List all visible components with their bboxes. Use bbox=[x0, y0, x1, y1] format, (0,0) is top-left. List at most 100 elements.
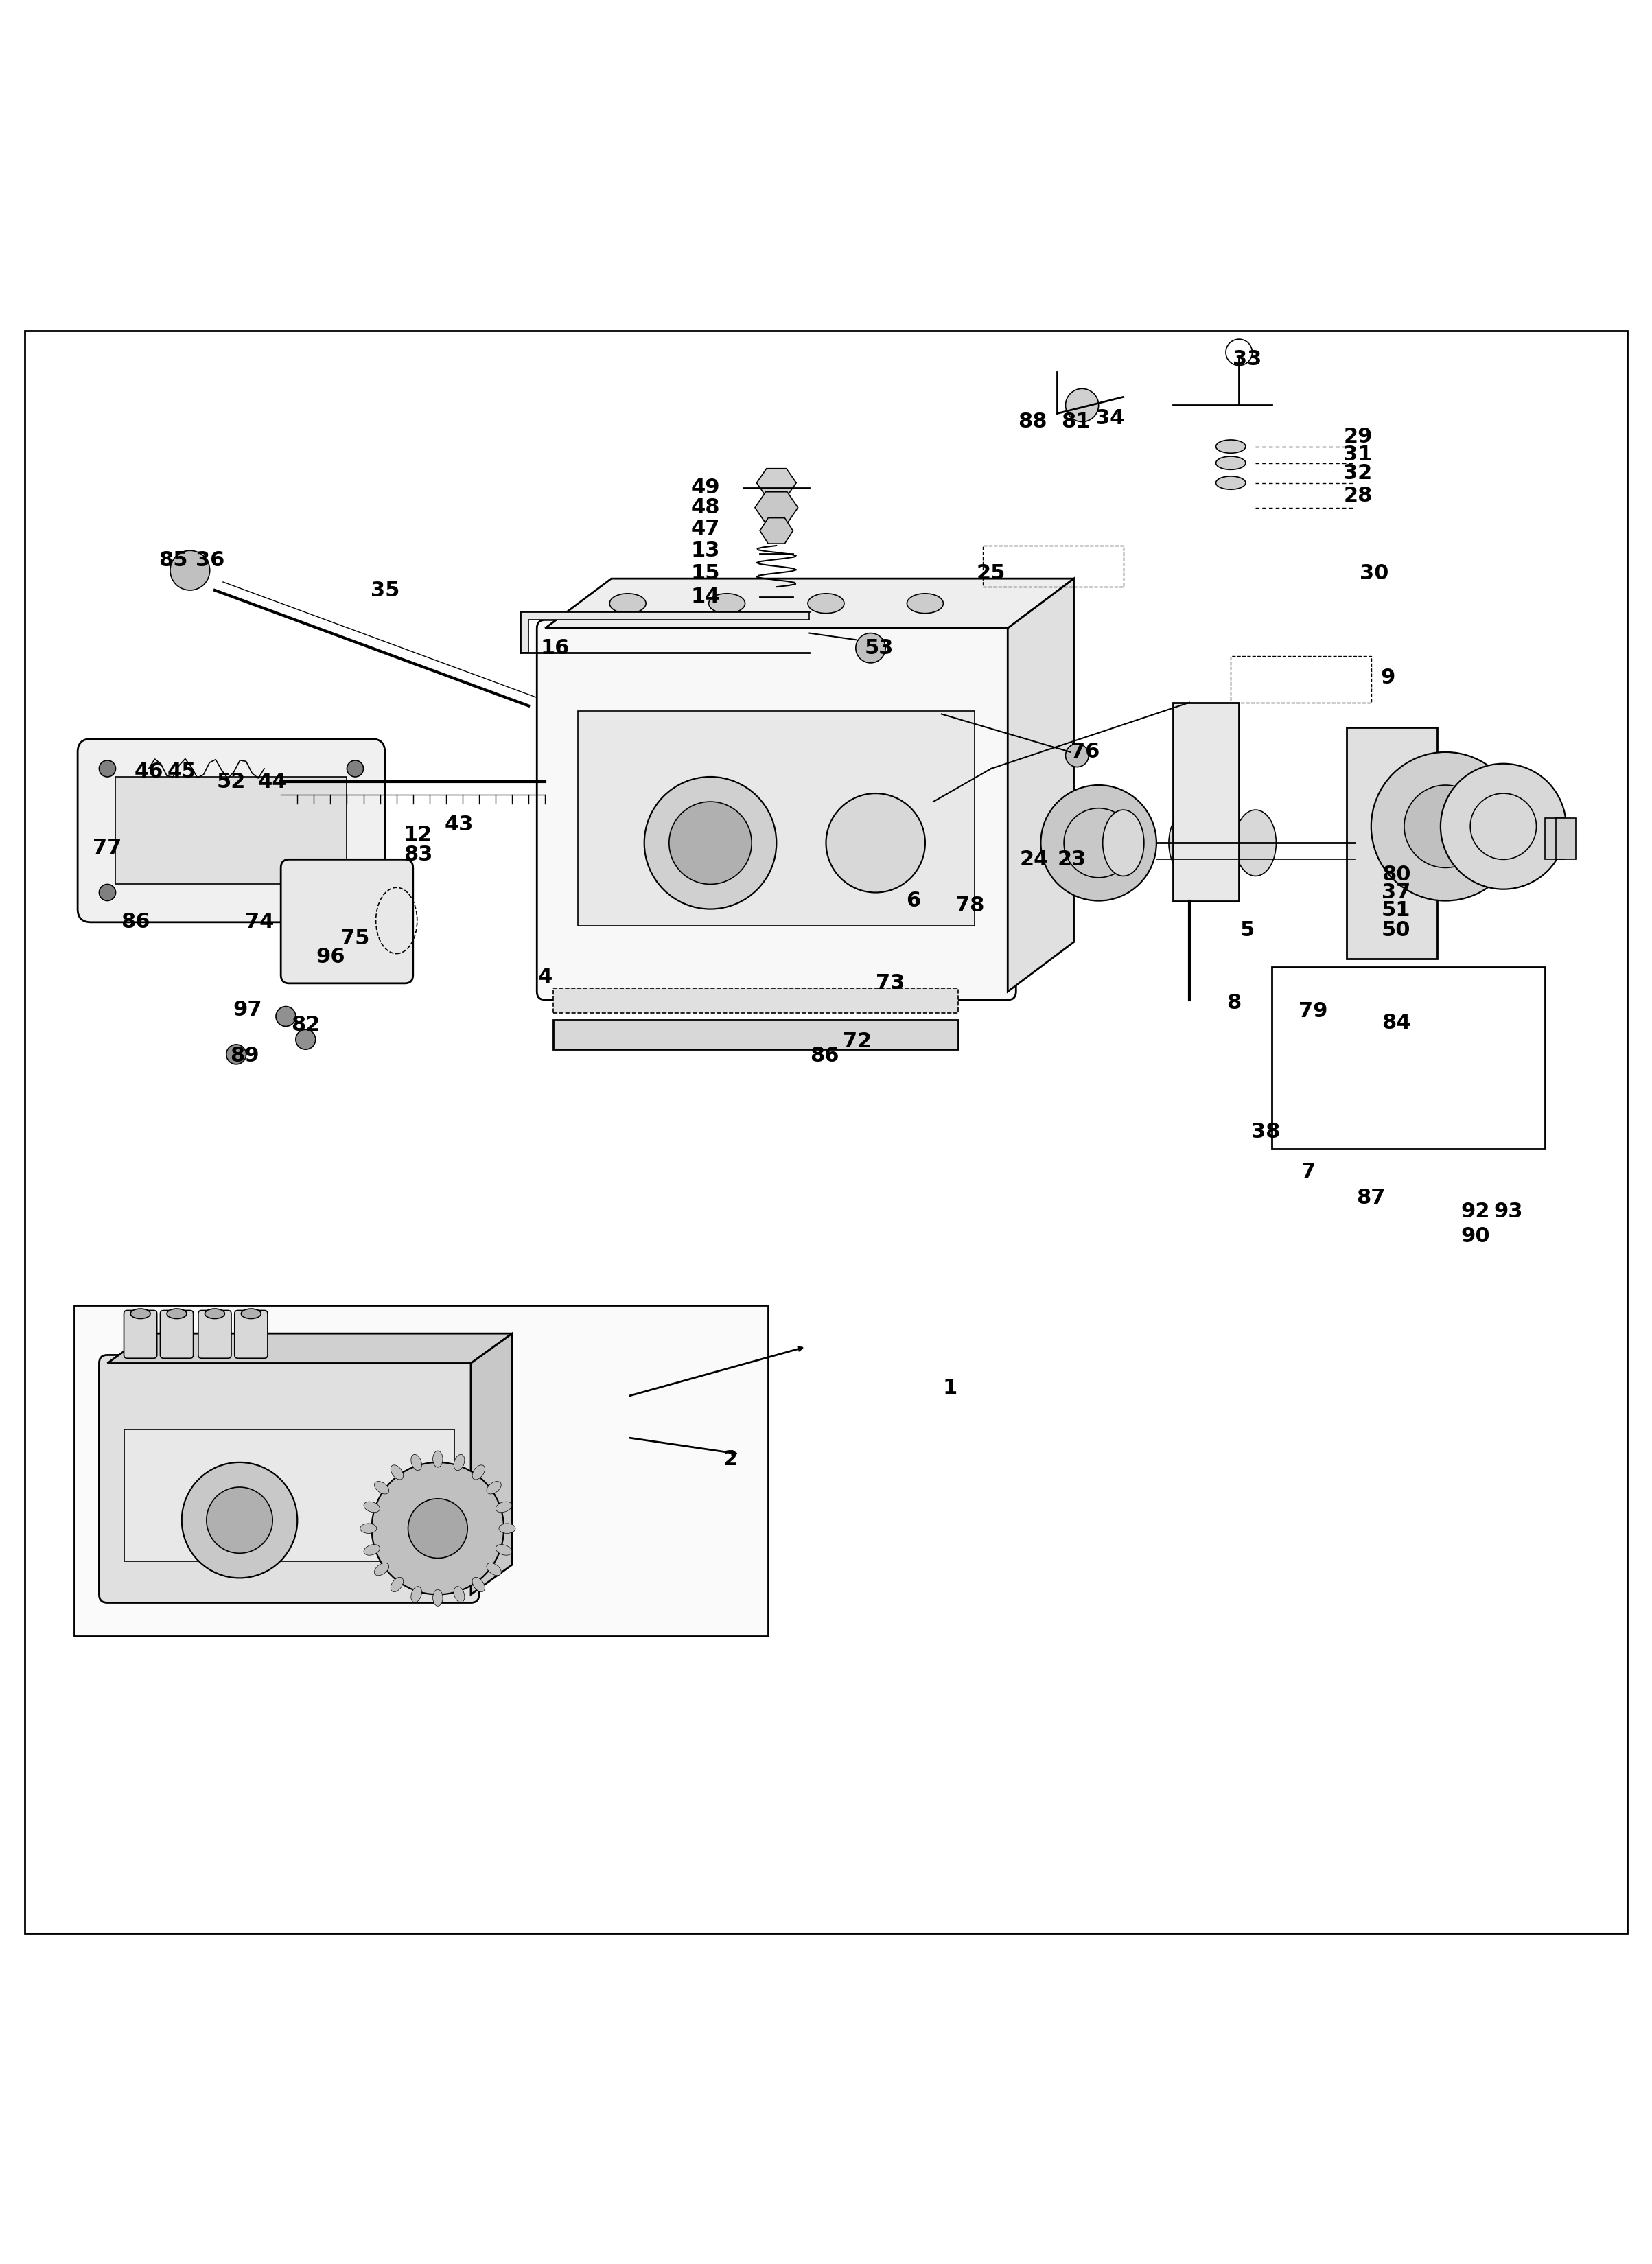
Text: 4: 4 bbox=[539, 967, 552, 987]
Text: 83: 83 bbox=[403, 844, 433, 865]
Text: 7: 7 bbox=[1302, 1161, 1315, 1182]
Polygon shape bbox=[760, 518, 793, 543]
Text: 16: 16 bbox=[540, 638, 570, 659]
Text: 37: 37 bbox=[1381, 883, 1411, 903]
Text: 86: 86 bbox=[809, 1046, 839, 1066]
Text: 5: 5 bbox=[1241, 921, 1254, 940]
Text: 15: 15 bbox=[691, 564, 720, 584]
Bar bbox=[1545, 817, 1564, 860]
FancyBboxPatch shape bbox=[99, 1354, 479, 1603]
Text: 23: 23 bbox=[1057, 849, 1087, 869]
Text: 89: 89 bbox=[230, 1046, 259, 1066]
Text: 50: 50 bbox=[1381, 921, 1411, 940]
Text: 85: 85 bbox=[159, 550, 188, 571]
Text: 8: 8 bbox=[1227, 994, 1241, 1012]
Text: 80: 80 bbox=[1381, 865, 1411, 885]
Ellipse shape bbox=[392, 1465, 403, 1481]
FancyBboxPatch shape bbox=[78, 738, 385, 921]
Ellipse shape bbox=[454, 1587, 464, 1603]
Text: 31: 31 bbox=[1343, 444, 1373, 464]
Ellipse shape bbox=[1216, 475, 1246, 489]
Text: 30: 30 bbox=[1360, 564, 1389, 584]
Text: 24: 24 bbox=[1019, 849, 1049, 869]
Text: 38: 38 bbox=[1251, 1123, 1280, 1141]
Ellipse shape bbox=[167, 1309, 187, 1318]
Text: 46: 46 bbox=[134, 763, 164, 781]
Ellipse shape bbox=[1216, 439, 1246, 453]
Ellipse shape bbox=[808, 593, 844, 614]
Text: 49: 49 bbox=[691, 478, 720, 498]
Text: 78: 78 bbox=[955, 897, 985, 915]
Ellipse shape bbox=[433, 1589, 443, 1605]
Text: 13: 13 bbox=[691, 541, 720, 561]
Circle shape bbox=[347, 761, 363, 777]
Bar bbox=[124, 1429, 454, 1562]
Ellipse shape bbox=[392, 1578, 403, 1592]
Bar bbox=[983, 546, 1123, 586]
Circle shape bbox=[170, 550, 210, 591]
Bar bbox=[74, 1306, 768, 1637]
Circle shape bbox=[226, 1044, 246, 1064]
Text: 97: 97 bbox=[233, 1001, 263, 1019]
Circle shape bbox=[1066, 745, 1089, 767]
Text: 87: 87 bbox=[1356, 1189, 1386, 1209]
FancyBboxPatch shape bbox=[124, 1311, 157, 1358]
Text: 92: 92 bbox=[1460, 1202, 1490, 1220]
Ellipse shape bbox=[487, 1562, 501, 1576]
Ellipse shape bbox=[131, 1309, 150, 1318]
Text: 93: 93 bbox=[1493, 1202, 1523, 1220]
Ellipse shape bbox=[709, 593, 745, 614]
FancyBboxPatch shape bbox=[235, 1311, 268, 1358]
Text: 79: 79 bbox=[1298, 1001, 1328, 1021]
Text: 35: 35 bbox=[370, 580, 400, 600]
Ellipse shape bbox=[1104, 811, 1145, 876]
Ellipse shape bbox=[496, 1544, 512, 1555]
Text: 6: 6 bbox=[907, 890, 920, 910]
Bar bbox=[578, 711, 975, 926]
Bar bbox=[1556, 817, 1576, 860]
Text: 72: 72 bbox=[843, 1030, 872, 1050]
Text: 33: 33 bbox=[1232, 349, 1262, 369]
Polygon shape bbox=[107, 1333, 512, 1363]
Text: 88: 88 bbox=[1018, 412, 1047, 432]
Ellipse shape bbox=[375, 1481, 388, 1494]
Polygon shape bbox=[471, 1333, 512, 1594]
Text: 47: 47 bbox=[691, 518, 720, 539]
Text: 44: 44 bbox=[258, 772, 287, 792]
Bar bbox=[1272, 967, 1545, 1148]
Polygon shape bbox=[545, 580, 1074, 627]
FancyBboxPatch shape bbox=[537, 620, 1016, 1001]
Circle shape bbox=[826, 792, 925, 892]
Text: 52: 52 bbox=[216, 772, 246, 792]
Text: 90: 90 bbox=[1460, 1227, 1490, 1245]
Text: 25: 25 bbox=[976, 564, 1006, 584]
Text: 43: 43 bbox=[444, 815, 474, 835]
Circle shape bbox=[372, 1463, 504, 1594]
Ellipse shape bbox=[363, 1544, 380, 1555]
Circle shape bbox=[99, 761, 116, 777]
Bar bbox=[553, 989, 958, 1012]
Ellipse shape bbox=[472, 1578, 484, 1592]
Circle shape bbox=[1066, 389, 1099, 421]
Circle shape bbox=[1404, 786, 1487, 867]
Circle shape bbox=[1371, 752, 1520, 901]
Text: 36: 36 bbox=[195, 550, 225, 571]
Circle shape bbox=[856, 634, 885, 663]
Ellipse shape bbox=[433, 1451, 443, 1467]
Text: 53: 53 bbox=[864, 638, 894, 659]
Text: 84: 84 bbox=[1381, 1012, 1411, 1032]
Polygon shape bbox=[520, 611, 809, 652]
Text: 86: 86 bbox=[121, 912, 150, 933]
Ellipse shape bbox=[610, 593, 646, 614]
Text: 2: 2 bbox=[724, 1449, 737, 1469]
Polygon shape bbox=[757, 469, 796, 498]
Ellipse shape bbox=[499, 1524, 515, 1533]
Text: 14: 14 bbox=[691, 586, 720, 607]
Circle shape bbox=[644, 777, 776, 910]
Text: 81: 81 bbox=[1061, 412, 1090, 432]
Circle shape bbox=[99, 885, 116, 901]
Ellipse shape bbox=[1234, 811, 1275, 876]
Ellipse shape bbox=[411, 1587, 421, 1603]
FancyBboxPatch shape bbox=[160, 1311, 193, 1358]
Bar bbox=[116, 777, 347, 885]
